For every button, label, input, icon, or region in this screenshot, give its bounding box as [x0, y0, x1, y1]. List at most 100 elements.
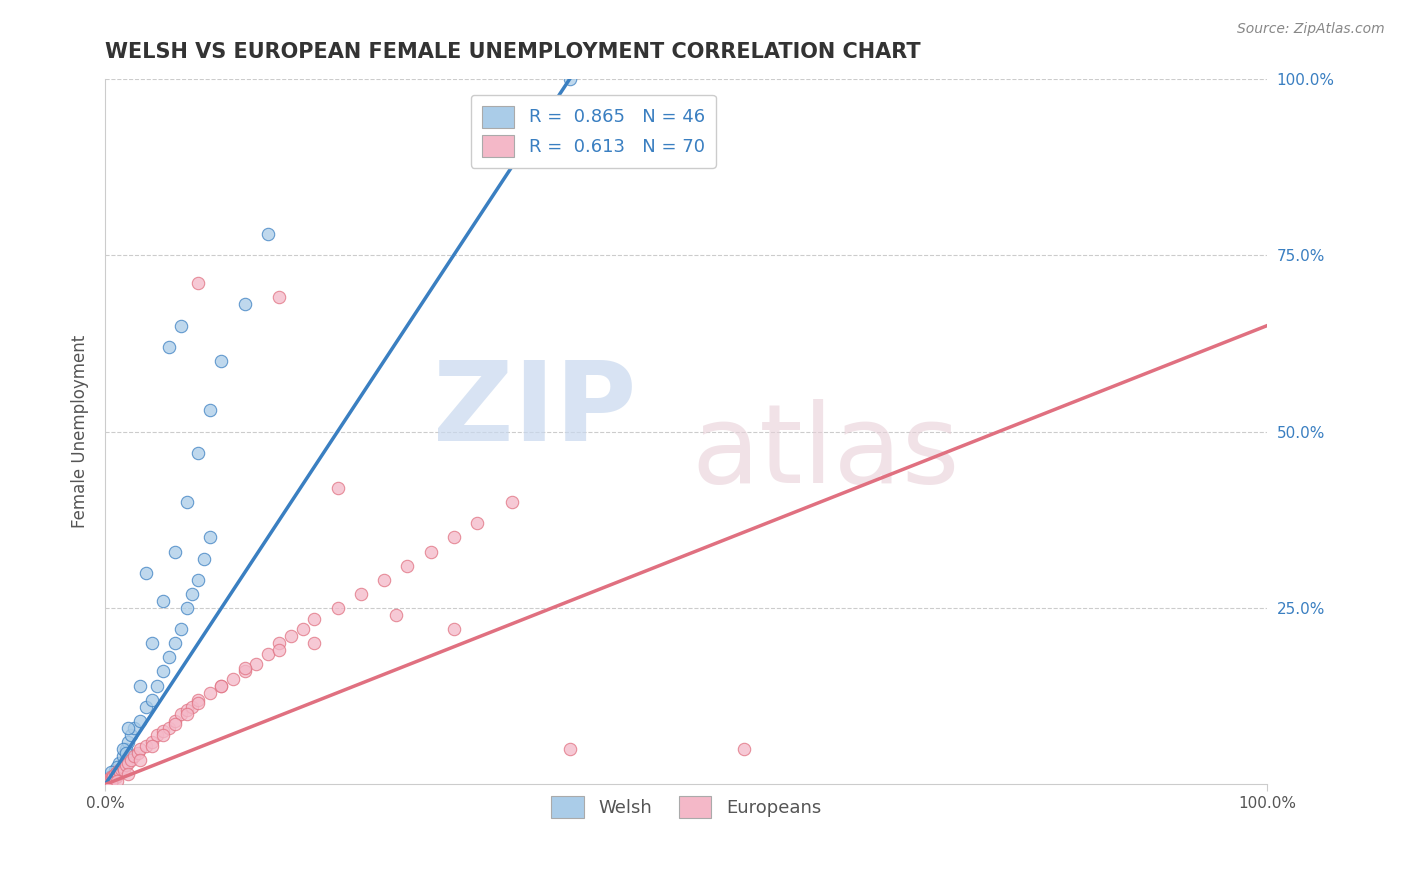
Point [110, 764, 132, 779]
Point [419, 544, 441, 558]
Point [105, 760, 128, 774]
Point [97, 772, 120, 786]
Point [163, 636, 186, 650]
Point [141, 739, 163, 753]
Point [135, 739, 157, 753]
Point [110, 762, 132, 776]
Point [384, 607, 406, 622]
Point [141, 735, 163, 749]
Point [117, 735, 139, 749]
Point [176, 495, 198, 509]
Point [443, 622, 465, 636]
Point [181, 699, 204, 714]
Point [129, 679, 152, 693]
Point [176, 703, 198, 717]
Point [257, 227, 280, 241]
Point [558, 71, 581, 86]
Point [115, 742, 138, 756]
Point [129, 753, 152, 767]
Point [373, 573, 395, 587]
Point [96, 773, 118, 788]
Point [105, 773, 128, 788]
Point [163, 717, 186, 731]
Point [304, 611, 326, 625]
Point [107, 767, 129, 781]
Point [269, 636, 291, 650]
Point [103, 769, 125, 783]
Point [558, 742, 581, 756]
Point [209, 679, 232, 693]
Point [187, 573, 209, 587]
Point [396, 558, 419, 573]
Point [176, 601, 198, 615]
Point [233, 297, 256, 311]
Text: WELSH VS EUROPEAN FEMALE UNEMPLOYMENT CORRELATION CHART: WELSH VS EUROPEAN FEMALE UNEMPLOYMENT CO… [105, 42, 921, 62]
Point [100, 776, 122, 790]
Point [100, 764, 122, 779]
Point [198, 686, 221, 700]
Y-axis label: Female Unemployment: Female Unemployment [72, 334, 89, 528]
Point [112, 764, 135, 778]
Point [193, 551, 215, 566]
Text: ZIP: ZIP [433, 357, 637, 464]
Point [280, 629, 302, 643]
Point [209, 354, 232, 368]
Point [326, 481, 349, 495]
Point [141, 692, 163, 706]
Point [176, 706, 198, 721]
Text: atlas: atlas [692, 400, 960, 506]
Point [141, 636, 163, 650]
Point [291, 622, 314, 636]
Point [152, 594, 174, 608]
Point [152, 728, 174, 742]
Point [104, 770, 127, 784]
Point [115, 746, 138, 760]
Point [157, 650, 180, 665]
Point [98, 773, 121, 788]
Point [98, 775, 121, 789]
Point [105, 767, 128, 781]
Point [269, 290, 291, 304]
Point [96, 773, 118, 788]
Point [187, 692, 209, 706]
Point [350, 587, 373, 601]
Point [170, 318, 193, 333]
Point [733, 742, 755, 756]
Point [152, 724, 174, 739]
Point [501, 495, 523, 509]
Point [115, 757, 138, 772]
Point [187, 445, 209, 459]
Point [129, 742, 152, 756]
Point [269, 643, 291, 657]
Point [157, 721, 180, 735]
Point [135, 566, 157, 580]
Point [257, 647, 280, 661]
Point [120, 753, 142, 767]
Point [122, 749, 145, 764]
Point [129, 714, 152, 728]
Point [152, 665, 174, 679]
Point [170, 622, 193, 636]
Point [209, 679, 232, 693]
Point [108, 756, 131, 771]
Point [304, 636, 326, 650]
Point [245, 657, 267, 672]
Point [111, 749, 134, 764]
Point [146, 728, 169, 742]
Point [100, 770, 122, 784]
Point [170, 706, 193, 721]
Point [187, 696, 209, 710]
Point [127, 746, 149, 760]
Point [111, 760, 134, 774]
Point [117, 756, 139, 771]
Point [233, 661, 256, 675]
Point [233, 665, 256, 679]
Point [111, 742, 134, 756]
Point [105, 764, 128, 779]
Point [101, 771, 124, 785]
Point [326, 601, 349, 615]
Point [101, 773, 124, 788]
Point [103, 764, 125, 778]
Point [465, 516, 488, 531]
Text: Source: ZipAtlas.com: Source: ZipAtlas.com [1237, 22, 1385, 37]
